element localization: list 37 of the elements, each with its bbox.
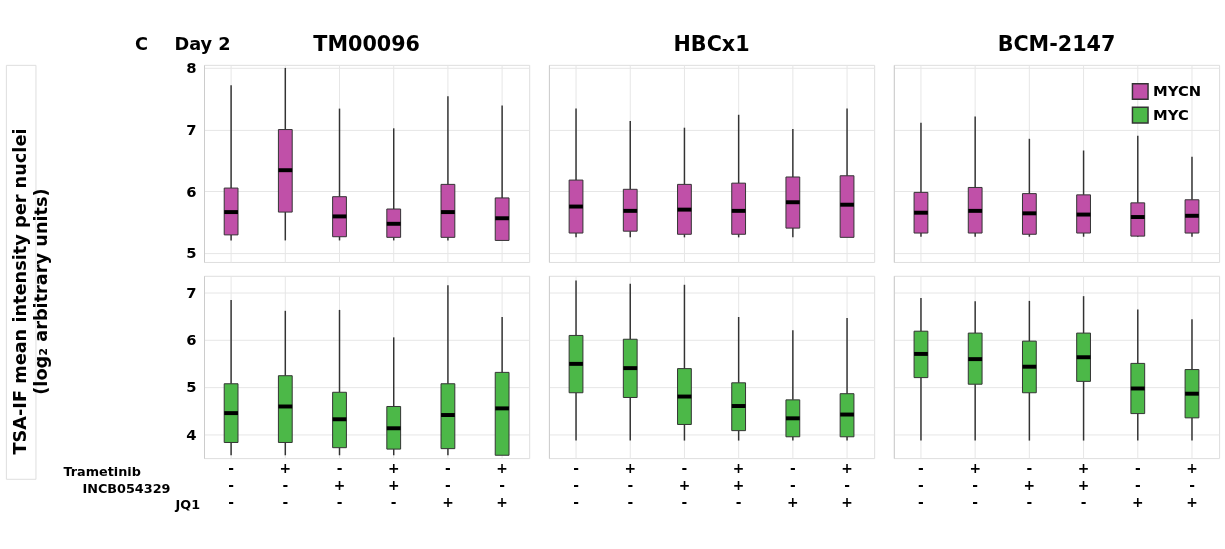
y-tick-label: 8 xyxy=(186,59,197,77)
y-tick-label: 6 xyxy=(186,182,197,200)
y-axis-title: TSA-IF mean intensity per nuclei (log₂ arbitrary units) xyxy=(9,128,52,455)
x-tick-label: - - + xyxy=(1132,460,1144,510)
x-tick-label: + + - xyxy=(387,460,400,510)
x-tick-label: - - + xyxy=(442,460,454,510)
x-tick-label: - - - xyxy=(918,460,924,510)
y-tick-label: 7 xyxy=(186,120,197,138)
x-tick-label: - + - xyxy=(333,460,346,510)
x-tick-label: - + - xyxy=(678,460,691,510)
legend-label: MYC xyxy=(1153,106,1189,124)
y-tick-label: 7 xyxy=(186,283,197,301)
text: Trametinib xyxy=(63,463,141,479)
x-tick-label: - - - xyxy=(228,460,234,510)
text: JQ1 xyxy=(174,497,201,513)
text: Day 2 xyxy=(174,34,231,55)
y-tick-label: 6 xyxy=(186,331,197,349)
y-tick-label: 5 xyxy=(186,244,197,262)
y-tick-label: 5 xyxy=(186,378,197,396)
x-tick-label: - + - xyxy=(1023,460,1036,510)
x-tick-label: + - - xyxy=(969,460,981,510)
x-tick-label: - - - xyxy=(573,460,579,510)
chart-title: HBCx1 xyxy=(673,32,750,57)
x-tick-label: + - - xyxy=(624,460,637,510)
chart-title: TM00096 xyxy=(313,32,420,57)
text: C xyxy=(135,34,149,55)
x-tick-label: + - + xyxy=(1186,460,1198,510)
chart-title: BCM-2147 xyxy=(997,32,1116,57)
x-tick-label: - - + xyxy=(787,460,799,510)
x-tick-label: + - + xyxy=(841,460,853,510)
y-tick-label: 4 xyxy=(186,425,197,443)
x-tick-label: + + - xyxy=(732,460,745,510)
x-tick-label: + - + xyxy=(496,460,508,510)
text: INCB054329 xyxy=(82,480,171,496)
x-tick-label: + - - xyxy=(279,460,292,510)
legend-label: MYCN xyxy=(1153,82,1202,100)
x-tick-label: + + - xyxy=(1077,460,1090,510)
